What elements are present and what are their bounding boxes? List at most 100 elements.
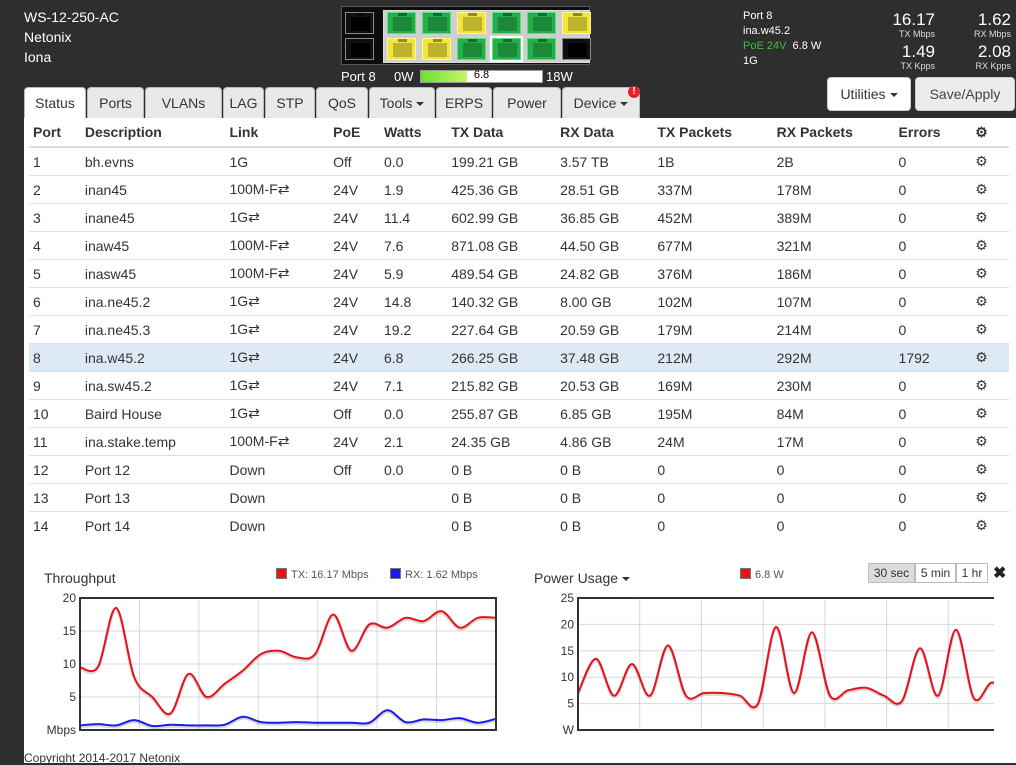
column-header[interactable]: PoE [329, 118, 380, 148]
tab-status[interactable]: Status [24, 87, 86, 119]
gear-icon[interactable]: ⚙ [975, 293, 988, 309]
table-cell: 0 [894, 287, 972, 316]
column-header[interactable]: RX Data [556, 118, 654, 148]
table-cell: 0 [772, 511, 895, 539]
gear-icon[interactable]: ⚙ [975, 265, 988, 281]
port-2-indicator[interactable] [387, 38, 416, 60]
table-row[interactable]: 3 inane45 1G⇄ 24V 11.4 602.99 GB 36.85 GB 452M 3… [29, 203, 1009, 232]
tab-qos[interactable]: QoS [316, 87, 368, 118]
table-row[interactable]: 1 bh.evns 1G Off 0.0 199.21 GB 3.57 TB 1B 2B 0 ⚙ [29, 146, 1009, 176]
port-5-indicator[interactable] [457, 12, 486, 34]
table-cell: 11.4 [380, 203, 448, 232]
table-cell: 7 [29, 315, 81, 344]
table-cell: 871.08 GB [447, 231, 557, 260]
port-12-indicator[interactable] [562, 38, 591, 60]
table-cell: 4 [29, 231, 81, 260]
gear-icon[interactable]: ⚙ [975, 489, 988, 505]
y-tick-label: 10 [561, 670, 575, 684]
table-cell: 10 [29, 399, 81, 428]
column-header[interactable]: Link [225, 118, 330, 148]
port-6-indicator[interactable] [457, 38, 486, 60]
gear-icon[interactable]: ⚙ [975, 123, 988, 140]
tab-vlans[interactable]: VLANs [145, 87, 222, 118]
table-row[interactable]: 8 ina.w45.2 1G⇄ 24V 6.8 266.25 GB 37.48 GB 212M… [29, 343, 1009, 372]
port-4-indicator[interactable] [422, 38, 451, 60]
port-11-indicator[interactable] [562, 12, 591, 34]
gear-icon[interactable]: ⚙ [975, 349, 988, 365]
port-7-indicator[interactable] [492, 12, 521, 34]
column-header[interactable]: Description [80, 118, 226, 148]
column-header[interactable]: TX Data [447, 118, 557, 148]
range-1hr-button[interactable]: 1 hr [956, 563, 988, 583]
column-header[interactable]: TX Packets [653, 118, 773, 148]
table-cell: 0 [894, 371, 972, 400]
port-8-indicator[interactable] [490, 36, 523, 62]
tab-power[interactable]: Power [493, 87, 561, 118]
column-header[interactable]: Watts [380, 118, 448, 148]
table-cell: 24V [329, 315, 380, 344]
save-apply-button[interactable]: Save/Apply [915, 77, 1015, 111]
gear-icon[interactable]: ⚙ [975, 517, 988, 533]
utilities-button-label: Utilities [840, 86, 886, 102]
selected-port-info: Port 8 ina.w45.2 PoE 24V 6.8 W 1G [743, 9, 821, 69]
table-cell: 102M [653, 287, 773, 316]
tab-tools[interactable]: Tools [369, 87, 435, 118]
gear-icon[interactable]: ⚙ [975, 321, 988, 337]
table-row[interactable]: 5 inasw45 100M-F⇄ 24V 5.9 489.54 GB 24.82 GB 37… [29, 259, 1009, 288]
table-cell: 0 [894, 483, 972, 512]
gear-icon[interactable]: ⚙ [975, 237, 988, 253]
range-5min-button[interactable]: 5 min [915, 563, 956, 583]
tab-label: Device [573, 95, 617, 111]
tab-stp[interactable]: STP [265, 87, 315, 118]
tab-lag[interactable]: LAG [223, 87, 264, 118]
gear-icon[interactable]: ⚙ [975, 209, 988, 225]
table-cell: 36.85 GB [556, 203, 654, 232]
port-14-indicator[interactable] [345, 38, 374, 60]
gear-icon[interactable]: ⚙ [975, 433, 988, 449]
table-cell [380, 483, 448, 512]
table-cell: 2B [772, 146, 895, 176]
gear-icon[interactable]: ⚙ [975, 405, 988, 421]
port-1-indicator[interactable] [387, 12, 416, 34]
row-settings-cell: ⚙ [971, 343, 1009, 372]
table-row[interactable]: 9 ina.sw45.2 1G⇄ 24V 7.1 215.82 GB 20.53 GB 169… [29, 371, 1009, 400]
close-icon[interactable]: ✖ [993, 565, 1007, 582]
table-cell: Down [225, 511, 330, 539]
column-header[interactable]: RX Packets [772, 118, 895, 148]
table-row[interactable]: 2 inan45 100M-F⇄ 24V 1.9 425.36 GB 28.51 GB 337… [29, 175, 1009, 204]
table-cell: 425.36 GB [447, 175, 557, 204]
tab-erps[interactable]: ERPS [436, 87, 492, 118]
table-cell: 0 [653, 483, 773, 512]
table-row[interactable]: 6 ina.ne45.2 1G⇄ 24V 14.8 140.32 GB 8.00 GB 102… [29, 287, 1009, 316]
port-3-indicator[interactable] [422, 12, 451, 34]
table-row[interactable]: 7 ina.ne45.3 1G⇄ 24V 19.2 227.64 GB 20.59 GB 17… [29, 315, 1009, 344]
table-cell: 14 [29, 511, 81, 539]
port-9-indicator[interactable] [527, 12, 556, 34]
port-13-indicator[interactable] [345, 12, 374, 34]
power-usage-dropdown[interactable]: Power Usage [534, 570, 631, 586]
tab-label: Ports [99, 95, 132, 111]
table-cell: inaw45 [80, 231, 226, 260]
table-row[interactable]: 4 inaw45 100M-F⇄ 24V 7.6 871.08 GB 44.50 GB 677… [29, 231, 1009, 260]
table-cell: 24M [653, 427, 773, 456]
range-30sec-button[interactable]: 30 sec [868, 563, 915, 583]
tab-ports[interactable]: Ports [87, 87, 144, 118]
device-brand: Netonix [24, 29, 72, 45]
tab-device[interactable]: Device [562, 87, 640, 118]
gear-icon[interactable]: ⚙ [975, 461, 988, 477]
column-header[interactable]: Port [29, 118, 81, 148]
port-clip [503, 39, 512, 42]
table-row[interactable]: 11 ina.stake.temp 100M-F⇄ 24V 2.1 24.35 GB 4.8… [29, 427, 1009, 456]
port-10-indicator[interactable] [527, 38, 556, 60]
column-header[interactable]: Errors [894, 118, 972, 148]
gear-icon[interactable]: ⚙ [975, 377, 988, 393]
table-row[interactable]: 10 Baird House 1G⇄ Off 0.0 255.87 GB 6.85 GB 19… [29, 399, 1009, 428]
table-cell: 376M [653, 259, 773, 288]
gear-icon[interactable]: ⚙ [975, 153, 988, 169]
tab-label: STP [276, 95, 304, 111]
gear-icon[interactable]: ⚙ [975, 181, 988, 197]
utilities-button[interactable]: Utilities [827, 77, 911, 111]
